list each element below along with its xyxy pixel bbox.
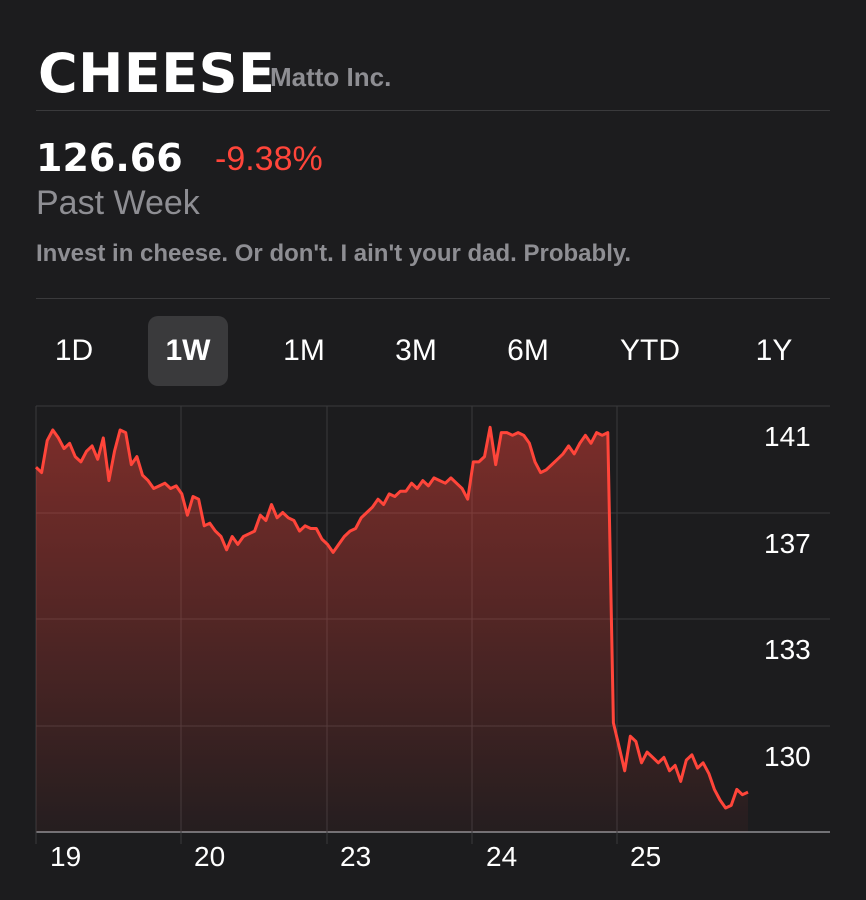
current-price: 126.66: [36, 136, 183, 180]
range-tab-1w[interactable]: 1W: [148, 316, 228, 386]
price-area-fill: [36, 427, 748, 832]
range-tab-1y[interactable]: 1Y: [755, 334, 793, 367]
range-tab-ytd[interactable]: YTD: [620, 334, 680, 367]
y-tick-label: 133: [764, 634, 811, 665]
header-divider: [36, 110, 830, 111]
x-tick-label: 20: [194, 841, 225, 872]
price-change: -9.38%: [215, 140, 323, 178]
x-tick-label: 23: [340, 841, 371, 872]
ticker-symbol: CHEESE: [38, 42, 276, 105]
x-tick-label: 24: [486, 841, 517, 872]
tagline-divider: [36, 298, 830, 299]
y-tick-label: 141: [764, 421, 811, 452]
range-tab-1m[interactable]: 1M: [283, 334, 325, 367]
range-selector: 1D 1W 1M 3M 6M YTD 1Y: [36, 316, 830, 386]
x-tick-label: 19: [50, 841, 81, 872]
range-tab-3m[interactable]: 3M: [395, 334, 437, 367]
y-tick-label: 130: [764, 741, 811, 772]
y-tick-label: 137: [764, 528, 811, 559]
period-label: Past Week: [36, 184, 200, 222]
company-name: Matto Inc.: [270, 62, 392, 92]
tagline: Invest in cheese. Or don't. I ain't your…: [36, 240, 632, 267]
range-tab-1d[interactable]: 1D: [54, 334, 94, 367]
range-tab-6m[interactable]: 6M: [507, 334, 549, 367]
price-line: [34, 425, 749, 810]
x-tick-label: 25: [630, 841, 661, 872]
